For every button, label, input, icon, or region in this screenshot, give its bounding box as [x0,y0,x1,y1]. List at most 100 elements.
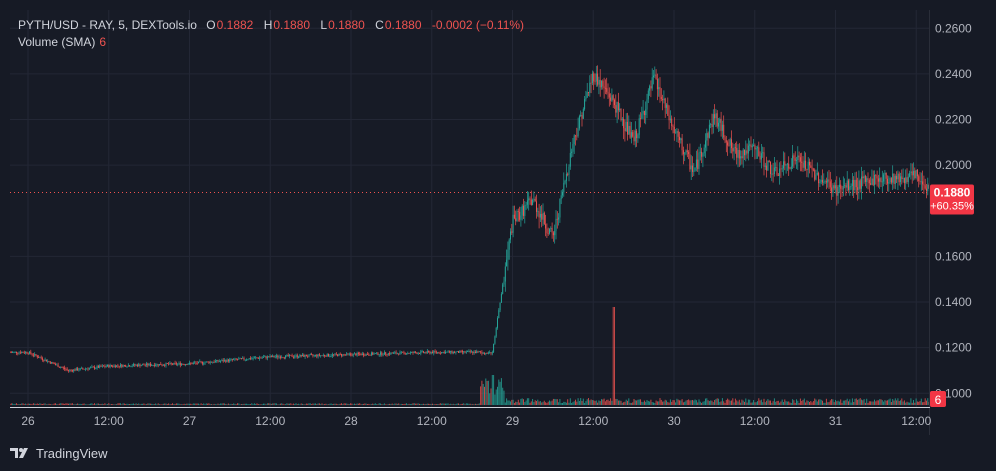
volume-bar [113,404,115,405]
volume-bar [447,403,449,405]
volume-bar [781,399,783,405]
volume-bar [200,403,202,405]
candle-body [463,351,465,353]
volume-bar [875,401,877,405]
volume-bar [653,402,654,405]
candle-body [699,151,701,153]
volume-bar [474,403,476,405]
volume-bar [87,404,89,405]
candle-body [225,360,227,362]
candle-body [913,170,914,176]
candle-body [309,354,311,356]
chart-area[interactable] [10,10,929,407]
volume-bar [441,403,443,405]
candle-body [44,359,46,361]
candle-body [927,184,929,192]
volume-bar [835,399,836,405]
candle-body [611,95,613,101]
volume-bar [247,404,249,405]
candle-body [234,358,236,360]
volume-bar [681,399,683,405]
candle-body [148,363,150,366]
volume-bar [894,398,896,405]
volume-bar [374,403,376,405]
volume-bar [299,404,301,405]
candle-body [318,354,320,356]
candle-body [143,364,145,366]
candle-body [580,115,582,117]
volume-bar [676,398,678,405]
volume-bar [390,404,392,405]
volume-bar [805,402,807,405]
volume-bar [506,398,508,405]
volume-bar [173,404,175,405]
volume-bar [287,403,289,405]
candle-body [534,198,536,202]
candle-body [73,369,75,372]
volume-bar [409,404,411,405]
candle-body [688,152,690,155]
volume-bar [906,401,908,405]
volume-bar [819,399,821,405]
volume-bar [148,403,150,405]
tradingview-branding[interactable]: TradingView [10,441,108,465]
volume-bar [196,403,198,405]
candle-body [149,363,151,366]
candle-body [386,354,388,356]
volume-bar [584,402,586,405]
candle-body [400,351,402,353]
volume-bar [419,403,420,405]
candle-body [361,353,363,356]
volume-tag [930,391,946,407]
volume-bar [27,403,29,405]
candle-body [881,181,883,183]
candle-body [493,343,495,353]
candle-body [732,148,734,152]
candle-body [772,173,774,175]
volume-bar [827,402,829,405]
volume-bar [512,399,514,405]
volume-bar [322,404,324,405]
volume-bar [198,403,199,405]
volume-bar [675,402,677,405]
candle-body [13,351,15,353]
volume-bar [702,401,704,405]
volume-bar [892,399,894,405]
volume-bar [179,404,181,405]
candle-body [484,353,485,354]
candle-body [355,353,357,356]
candle-body [924,185,926,189]
volume-bar [147,403,149,405]
candle-body [851,179,853,187]
volume-bar [820,399,822,405]
candle-body [550,227,552,229]
volume-bar [480,386,482,405]
volume-bar [504,402,506,405]
candle-body [603,86,605,88]
volume-bar [30,403,32,405]
candle-body [389,353,391,355]
volume-bar [412,403,414,405]
volume-bar [513,402,515,405]
candle-body [239,358,241,359]
volume-bar [378,403,380,405]
volume-bar [112,404,114,405]
volume-bar [849,399,851,405]
volume-bar [104,403,106,405]
volume-bar [677,399,679,405]
candle-body [528,198,530,201]
candle-body [52,362,54,364]
candle-body [708,124,710,138]
candle-body [190,362,192,364]
candle-body [134,364,136,366]
volume-bar [732,398,734,405]
price-chart[interactable] [10,10,929,407]
volume-bar [736,400,738,405]
volume-bar [192,403,194,405]
candle-body [602,80,604,87]
volume-bar [272,403,274,405]
candle-body [339,353,341,355]
volume-bar [140,403,142,405]
candle-body [92,366,94,368]
candle-body [883,174,885,182]
